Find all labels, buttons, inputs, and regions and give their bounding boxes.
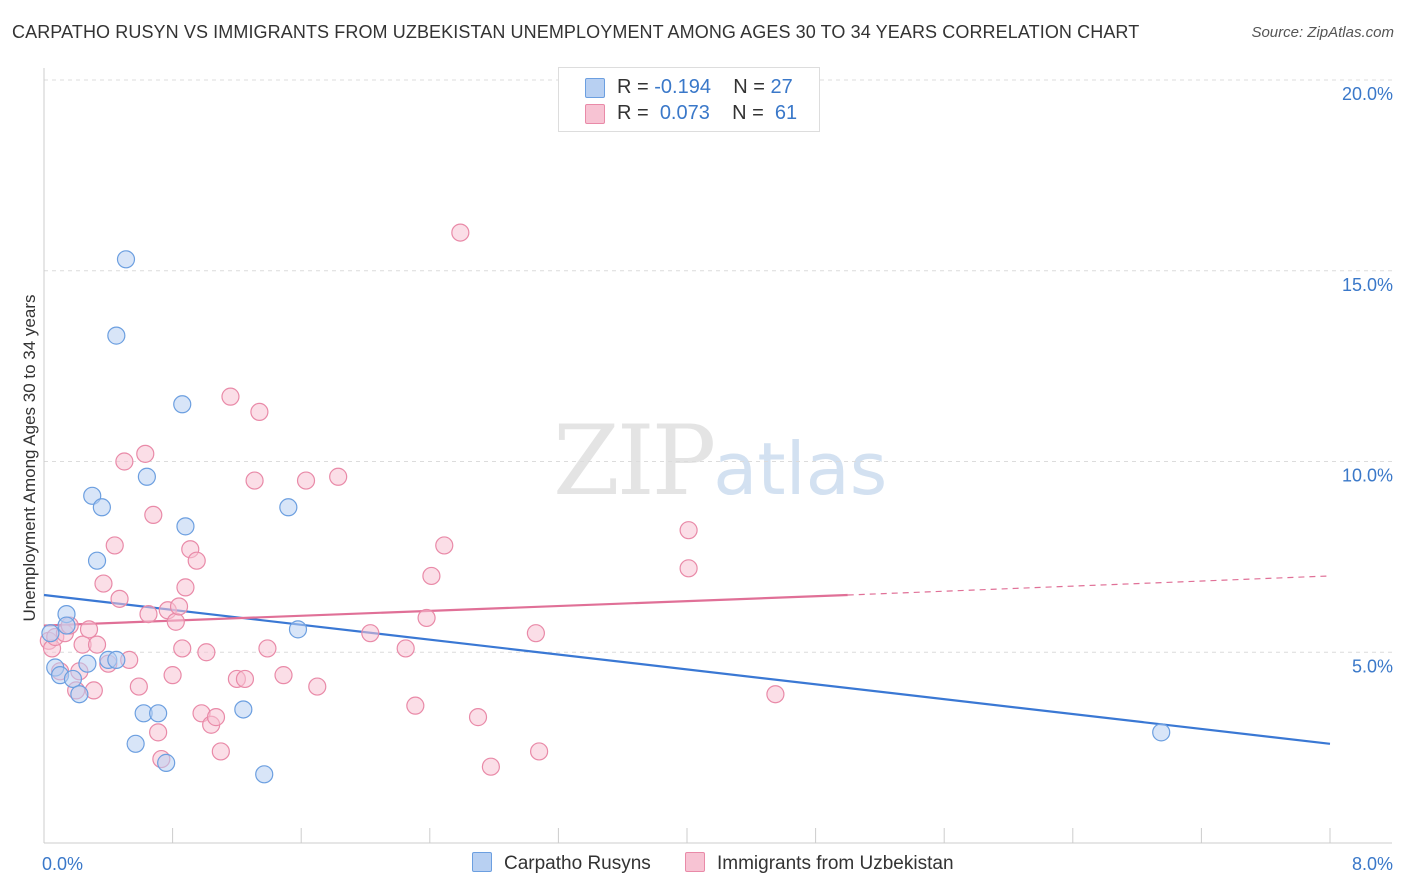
point-uzbekistan bbox=[173, 639, 192, 658]
point-uzbekistan bbox=[105, 536, 124, 555]
stats-legend: R = -0.194 N = 27 R = 0.073 N = 61 bbox=[558, 67, 820, 132]
point-uzbekistan bbox=[435, 536, 454, 555]
point-uzbekistan bbox=[329, 467, 348, 486]
y-tick-label: 15.0% bbox=[1342, 275, 1393, 295]
n-value-carpatho: 27 bbox=[770, 76, 793, 98]
point-uzbekistan bbox=[110, 589, 129, 608]
point-uzbekistan bbox=[361, 624, 380, 643]
r-value-uzbekistan: 0.073 bbox=[659, 102, 710, 124]
point-carpatho bbox=[126, 734, 145, 753]
n-label: N = bbox=[733, 76, 765, 98]
y-tick-label: 10.0% bbox=[1342, 466, 1393, 486]
x-tick-label-max: 8.0% bbox=[1352, 854, 1393, 874]
point-uzbekistan bbox=[94, 574, 113, 593]
point-carpatho bbox=[92, 498, 111, 517]
point-uzbekistan bbox=[87, 635, 107, 654]
point-uzbekistan bbox=[451, 223, 470, 242]
point-uzbekistan bbox=[406, 696, 425, 715]
point-carpatho bbox=[63, 669, 83, 689]
watermark-atlas: atlas bbox=[713, 427, 888, 511]
y-tick-label: 5.0% bbox=[1352, 656, 1393, 676]
point-carpatho bbox=[57, 616, 76, 635]
point-uzbekistan bbox=[766, 685, 785, 704]
point-carpatho bbox=[107, 326, 126, 345]
point-carpatho bbox=[173, 395, 192, 414]
legend-item-carpatho: Carpatho Rusyns bbox=[472, 852, 651, 875]
point-uzbekistan bbox=[176, 578, 195, 597]
point-carpatho bbox=[78, 654, 97, 673]
uzbekistan-swatch bbox=[585, 104, 605, 124]
chart-source: Source: ZipAtlas.com bbox=[1251, 24, 1394, 41]
point-uzbekistan bbox=[115, 452, 134, 471]
point-uzbekistan bbox=[679, 559, 698, 578]
point-uzbekistan bbox=[136, 444, 155, 463]
point-uzbekistan bbox=[197, 643, 216, 662]
point-carpatho bbox=[176, 517, 195, 536]
point-uzbekistan bbox=[481, 757, 500, 776]
point-carpatho bbox=[149, 704, 168, 723]
chart-title: CARPATHO RUSYN VS IMMIGRANTS FROM UZBEKI… bbox=[12, 22, 1140, 42]
point-uzbekistan bbox=[422, 566, 441, 586]
point-carpatho bbox=[1152, 723, 1171, 742]
point-uzbekistan bbox=[235, 669, 255, 689]
point-uzbekistan bbox=[129, 677, 148, 696]
point-carpatho bbox=[107, 650, 126, 669]
r-label: R = bbox=[617, 76, 649, 98]
legend-item-uzbekistan: Immigrants from Uzbekistan bbox=[685, 852, 954, 875]
point-carpatho bbox=[288, 620, 308, 639]
legend-uzbekistan-swatch bbox=[685, 852, 705, 872]
point-uzbekistan bbox=[417, 608, 436, 628]
legend-uzbekistan-label: Immigrants from Uzbekistan bbox=[717, 853, 954, 874]
r-label: R = bbox=[617, 102, 649, 124]
point-uzbekistan bbox=[274, 666, 293, 685]
point-carpatho bbox=[137, 467, 156, 486]
point-uzbekistan bbox=[169, 597, 189, 616]
point-carpatho bbox=[234, 700, 253, 719]
point-uzbekistan bbox=[530, 742, 549, 761]
trend-line-uzbekistan-extension bbox=[847, 575, 1331, 596]
point-uzbekistan bbox=[526, 624, 545, 643]
point-uzbekistan bbox=[250, 402, 269, 422]
point-uzbekistan bbox=[258, 639, 277, 658]
point-uzbekistan bbox=[79, 620, 99, 639]
point-uzbekistan bbox=[163, 666, 182, 685]
trend-line-carpatho bbox=[43, 593, 1331, 745]
point-uzbekistan bbox=[468, 708, 488, 727]
point-carpatho bbox=[70, 685, 89, 704]
point-uzbekistan bbox=[187, 551, 206, 570]
n-label: N = bbox=[732, 102, 764, 124]
point-carpatho bbox=[255, 765, 274, 784]
point-uzbekistan bbox=[296, 471, 316, 490]
point-uzbekistan bbox=[144, 505, 163, 525]
point-uzbekistan bbox=[221, 387, 240, 406]
point-uzbekistan bbox=[139, 604, 158, 624]
r-value-carpatho: -0.194 bbox=[654, 76, 711, 98]
point-carpatho bbox=[87, 551, 107, 570]
point-carpatho bbox=[157, 753, 176, 772]
point-carpatho bbox=[279, 498, 298, 517]
point-uzbekistan bbox=[679, 521, 698, 540]
point-uzbekistan bbox=[149, 723, 168, 742]
point-uzbekistan bbox=[166, 612, 185, 631]
point-carpatho bbox=[116, 250, 136, 269]
point-uzbekistan bbox=[245, 471, 264, 490]
carpatho-swatch bbox=[585, 78, 605, 98]
legend-carpatho-label: Carpatho Rusyns bbox=[504, 853, 651, 874]
point-uzbekistan bbox=[206, 708, 226, 727]
point-uzbekistan bbox=[308, 677, 327, 696]
point-carpatho bbox=[41, 624, 60, 643]
n-value-uzbekistan: 61 bbox=[774, 102, 798, 124]
point-uzbekistan bbox=[396, 639, 415, 658]
legend-carpatho-swatch bbox=[472, 852, 492, 872]
x-tick-label-min: 0.0% bbox=[42, 854, 83, 874]
y-tick-label: 20.0% bbox=[1342, 84, 1393, 104]
point-uzbekistan bbox=[211, 742, 230, 761]
